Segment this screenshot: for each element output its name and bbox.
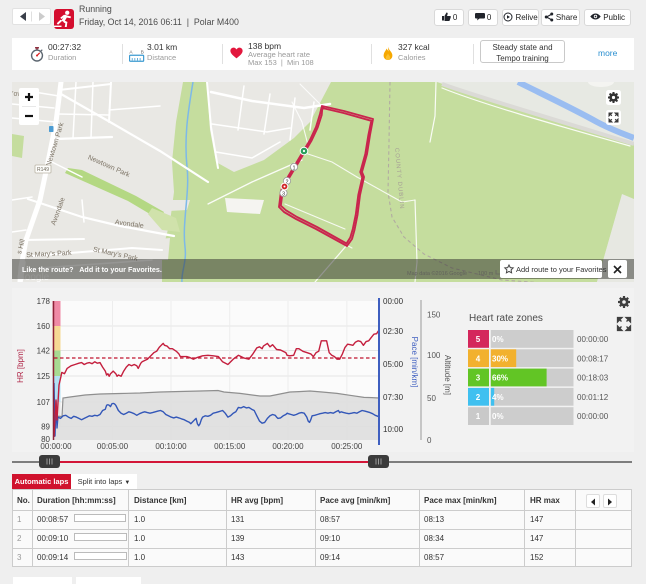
svg-text:2: 2: [285, 180, 288, 186]
svg-text:0%: 0%: [492, 412, 504, 421]
svg-text:Pace [min/km]: Pace [min/km]: [410, 337, 419, 388]
svg-text:Like the route? Add it to yo: Like the route? Add it to your Favorites…: [22, 265, 162, 274]
svg-text:30%: 30%: [492, 354, 508, 363]
svg-text:178: 178: [37, 297, 51, 306]
svg-text:05:00: 05:00: [383, 360, 404, 369]
svg-text:00:01:12: 00:01:12: [577, 393, 609, 402]
svg-text:00:08:17: 00:08:17: [577, 354, 609, 363]
svg-text:100 m: 100 m: [478, 271, 494, 277]
svg-text:3: 3: [282, 192, 285, 198]
svg-text:2: 2: [476, 393, 481, 402]
svg-text:R149: R149: [37, 167, 49, 173]
svg-text:3: 3: [476, 374, 481, 383]
svg-text:5: 5: [476, 335, 481, 344]
svg-text:s Hill: s Hill: [16, 238, 27, 255]
svg-text:0: 0: [427, 436, 432, 445]
svg-text:100: 100: [427, 351, 441, 360]
svg-text:St Mary’s Park: St Mary’s Park: [26, 250, 72, 259]
svg-text:Map data ©2016 Google: Map data ©2016 Google: [407, 270, 467, 277]
svg-text:160: 160: [37, 322, 51, 331]
svg-text:Add route to your Favorites: Add route to your Favorites: [516, 265, 607, 274]
svg-text:02:30: 02:30: [383, 327, 404, 336]
svg-text:10:00: 10:00: [383, 425, 404, 434]
svg-text:Avondale: Avondale: [114, 219, 144, 230]
svg-text:Heart rate zones: Heart rate zones: [469, 313, 543, 324]
svg-text:80: 80: [41, 435, 50, 444]
svg-text:1: 1: [292, 166, 295, 172]
svg-text:00:20:00: 00:20:00: [272, 442, 304, 451]
svg-text:00:00:00: 00:00:00: [577, 412, 609, 421]
svg-text:07:30: 07:30: [383, 393, 404, 402]
svg-text:0%: 0%: [492, 335, 504, 344]
svg-text:00:05:00: 00:05:00: [97, 442, 129, 451]
svg-text:107: 107: [37, 398, 51, 407]
svg-text:66%: 66%: [492, 374, 508, 383]
svg-text:50: 50: [427, 394, 436, 403]
svg-text:B: B: [141, 50, 144, 56]
svg-text:’ow: ’ow: [12, 91, 23, 98]
svg-text:1: 1: [476, 412, 481, 421]
svg-text:89: 89: [41, 423, 50, 432]
svg-text:00:10:00: 00:10:00: [155, 442, 187, 451]
svg-text:00:00: 00:00: [383, 297, 404, 306]
svg-text:00:18:03: 00:18:03: [577, 374, 609, 383]
svg-text:00:25:00: 00:25:00: [331, 442, 363, 451]
svg-text:142: 142: [37, 347, 51, 356]
svg-text:00:00:00: 00:00:00: [577, 335, 609, 344]
svg-text:125: 125: [37, 372, 51, 381]
svg-text:4: 4: [476, 354, 481, 363]
svg-text:00:15:00: 00:15:00: [214, 442, 246, 451]
svg-text:150: 150: [427, 311, 441, 320]
svg-text:00:00:00: 00:00:00: [40, 442, 72, 451]
svg-text:HR [bpm]: HR [bpm]: [16, 349, 25, 383]
svg-text:4%: 4%: [492, 393, 504, 402]
svg-text:A: A: [129, 50, 133, 56]
svg-text:COUNTY DUBLIN: COUNTY DUBLIN: [393, 148, 404, 210]
svg-text:Altitude [m]: Altitude [m]: [443, 355, 452, 395]
